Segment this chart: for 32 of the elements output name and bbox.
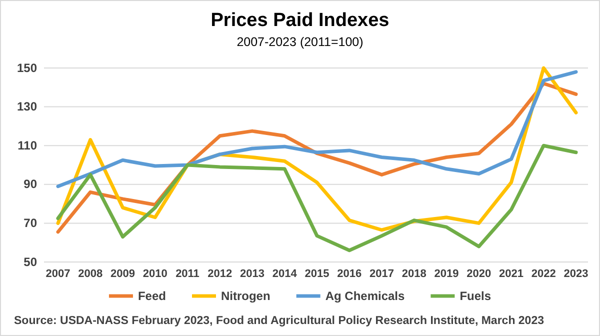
x-tick-label: 2007 [46,268,70,280]
x-tick-label: 2020 [466,268,492,280]
x-tick-label: 2016 [337,268,362,280]
legend-label: Ag Chemicals [325,289,406,303]
y-tick-label: 130 [16,100,38,114]
x-tick-label: 2019 [434,268,459,280]
line-series [56,144,578,252]
x-tick-label: 2012 [208,268,232,280]
x-tick-label: 2021 [499,268,524,280]
x-tick-label: 2014 [272,268,298,280]
x-tick-label: 2018 [402,268,426,280]
x-tick-label: 2022 [531,268,556,280]
x-tick-label: 2011 [176,268,200,280]
x-tick-label: 2017 [370,268,394,280]
y-tick-label: 110 [18,138,38,152]
x-tick-label: 2008 [78,268,103,280]
x-tick-label: 2015 [304,268,330,280]
x-tick-label: 2010 [142,268,168,280]
y-tick-label: 90 [24,177,38,192]
legend-label: Feed [138,289,166,303]
x-tick-label: 2009 [110,268,135,280]
x-tick-label: 2013 [240,268,264,280]
legend-label: Nitrogen [220,289,270,303]
y-tick-label: 70 [24,216,38,230]
line-series [56,70,578,188]
y-tick-label: 50 [24,254,38,269]
chart-title: Prices Paid Indexes [210,10,390,31]
y-tick-label: 150 [16,60,38,75]
source-note: Source: USDA-NASS February 2023, Food and Agricultural Policy Research Institute, March 2023 [14,315,544,327]
chart-subtitle: 2007-2023 (2011=100) [236,35,364,49]
x-tick-label: 2023 [564,268,588,280]
legend-label: Fuels [460,289,492,303]
